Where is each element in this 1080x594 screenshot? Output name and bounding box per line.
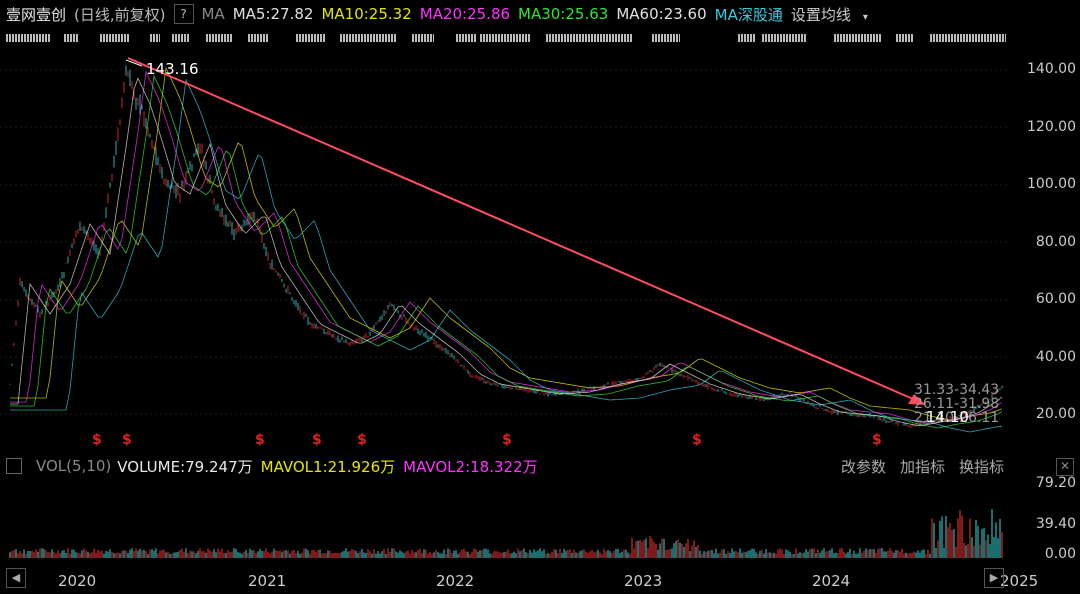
- time-axis: 2020 2021 2022 2023 2024 2025: [0, 568, 1080, 594]
- ma5-value: MA5:27.82: [232, 5, 314, 23]
- price-tick: 60.00: [1035, 291, 1076, 307]
- ma-line: [10, 66, 1003, 421]
- volume-indicator-label[interactable]: VOL(5,10): [36, 457, 112, 475]
- change-params-button[interactable]: 改参数: [840, 457, 886, 476]
- moving-averages: [10, 66, 1003, 433]
- price-tick: 100.00: [1027, 176, 1076, 192]
- dividend-marker[interactable]: $: [255, 432, 265, 448]
- volume-value: VOLUME:79.247万: [117, 457, 253, 476]
- ma-label: MA: [201, 5, 225, 23]
- year-label: 2022: [436, 572, 475, 590]
- ma-line: [10, 74, 1003, 429]
- info-strip: [0, 32, 1010, 44]
- set-ma-dropdown[interactable]: 设置均线 ▾: [791, 4, 876, 25]
- ma-line: [10, 78, 1003, 433]
- trend-arrow-head: [908, 394, 926, 405]
- year-label: 2021: [248, 572, 287, 590]
- scroll-left-icon[interactable]: ◀: [6, 568, 26, 588]
- volume-header: VOL(5,10) VOLUME:79.247万 MAVOL1:21.926万 …: [0, 454, 1080, 478]
- price-tick: 20.00: [1035, 406, 1076, 422]
- add-indicator-button[interactable]: 加指标: [899, 457, 945, 476]
- ma60-value: MA60:23.60: [616, 5, 707, 23]
- stock-name[interactable]: 壹网壹创: [6, 5, 67, 24]
- mavol2-value: MAVOL2:18.322万: [403, 457, 538, 476]
- range-label-3: 21.10-26.11: [914, 410, 1000, 426]
- year-label: 2024: [812, 572, 851, 590]
- scroll-right-icon[interactable]: ▶: [984, 568, 1004, 588]
- ma-line: [10, 77, 1003, 426]
- price-tick: 140.00: [1027, 61, 1076, 77]
- price-tick: 40.00: [1035, 349, 1076, 365]
- range-label-2: 26.11-31.98: [914, 396, 1000, 412]
- dividend-marker[interactable]: $: [312, 432, 322, 448]
- dividend-marker[interactable]: $: [692, 432, 702, 448]
- ma30-value: MA30:25.63: [518, 5, 609, 23]
- volume-tick: 39.40: [1035, 516, 1076, 532]
- volume-chart[interactable]: [0, 478, 1010, 566]
- range-label-1: 31.33-34.43: [914, 382, 1000, 398]
- chart-header: 壹网壹创 (日线,前复权) ? MA MA5:27.82 MA10:25.32 …: [0, 0, 1080, 28]
- high-pointer: [125, 59, 143, 67]
- chart-mode[interactable]: (日线,前复权): [74, 5, 166, 24]
- volume-bars: [9, 509, 1003, 558]
- set-ma-label: 设置均线: [790, 5, 851, 24]
- grid-lines: [0, 69, 1010, 415]
- pane-toggle-icon[interactable]: [6, 458, 22, 474]
- hk-connect-link[interactable]: MA深股通: [714, 5, 783, 24]
- price-chart[interactable]: [0, 44, 1010, 450]
- volume-tick: 0.00: [1044, 546, 1076, 562]
- close-icon[interactable]: ✕: [1056, 458, 1074, 476]
- price-tick: 80.00: [1035, 234, 1076, 250]
- help-icon[interactable]: ?: [173, 4, 194, 24]
- volume-tick: 79.20: [1035, 475, 1076, 491]
- chevron-down-icon: ▾: [862, 11, 868, 23]
- price-axis: 140.00 120.00 100.00 80.00 60.00 40.00 2…: [1010, 44, 1080, 584]
- year-label: 2025: [1000, 572, 1039, 590]
- dividend-marker[interactable]: $: [357, 432, 367, 448]
- dividend-marker[interactable]: $: [92, 432, 102, 448]
- dividend-marker[interactable]: $: [872, 432, 882, 448]
- price-tick: 120.00: [1027, 119, 1076, 135]
- mavol1-value: MAVOL1:21.926万: [260, 457, 396, 476]
- switch-indicator-button[interactable]: 换指标: [958, 457, 1004, 476]
- high-price-label: 143.16: [146, 60, 199, 78]
- ma10-value: MA10:25.32: [321, 5, 412, 23]
- trend-line[interactable]: [127, 57, 921, 403]
- low-price-label: 14.10: [926, 408, 969, 426]
- dividend-marker[interactable]: $: [502, 432, 512, 448]
- dividend-marker[interactable]: $: [122, 432, 132, 448]
- year-label: 2023: [624, 572, 663, 590]
- year-label: 2020: [58, 572, 97, 590]
- ma20-value: MA20:25.86: [419, 5, 511, 23]
